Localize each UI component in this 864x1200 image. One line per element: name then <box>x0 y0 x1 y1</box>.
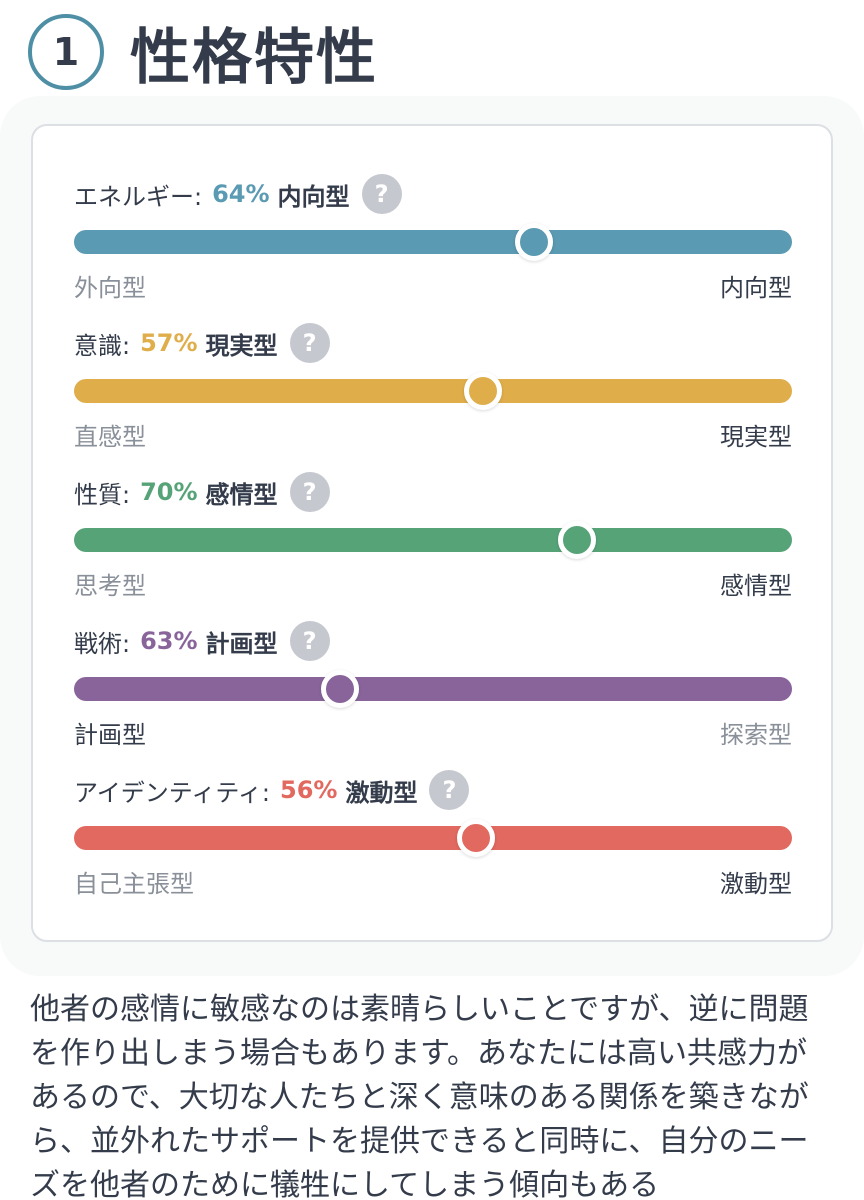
step-number-badge: 1 <box>28 14 104 90</box>
trait-bar <box>74 521 792 559</box>
trait-left-label: 思考型 <box>74 572 146 600</box>
trait-bar <box>74 670 792 708</box>
trait-right-label: 現実型 <box>720 423 792 451</box>
trait-percent: 63% <box>140 627 198 655</box>
trait-bar <box>74 819 792 857</box>
help-icon[interactable]: ? <box>361 174 402 214</box>
trait-type: 計画型 <box>205 629 278 658</box>
trait-name: エネルギー: <box>74 182 203 211</box>
trait-percent: 70% <box>140 478 198 506</box>
trait-header: 戦術: 63% 計画型 ? <box>74 617 330 665</box>
trait-identity: アイデンティティ: 56% 激動型 ? 自己主張型 激動型 <box>74 766 792 906</box>
trait-type: 現実型 <box>205 331 278 360</box>
trait-header: アイデンティティ: 56% 激動型 ? <box>74 766 470 814</box>
trait-description: 他者の感情に敏感なのは素晴らしいことですが、逆に問題を作り出しまう場合もあります… <box>30 992 809 1200</box>
trait-slider-knob <box>464 372 503 410</box>
help-icon[interactable]: ? <box>289 621 330 661</box>
trait-name: 意識: <box>74 331 131 360</box>
section-title: 性格特性 <box>130 22 378 93</box>
trait-header: 性質: 70% 感情型 ? <box>74 468 330 516</box>
trait-type: 内向型 <box>277 182 350 211</box>
trait-energy: エネルギー: 64% 内向型 ? 外向型 内向型 <box>74 170 792 310</box>
trait-bar <box>74 372 792 410</box>
trait-slider-knob <box>557 521 596 559</box>
trait-mind: 意識: 57% 現実型 ? 直感型 現実型 <box>74 319 792 459</box>
trait-type: 感情型 <box>205 480 278 509</box>
trait-left-label: 計画型 <box>74 721 146 749</box>
trait-slider-knob <box>320 670 359 708</box>
trait-right-label: 激動型 <box>720 870 792 898</box>
trait-right-label: 内向型 <box>720 274 792 302</box>
trait-right-label: 探索型 <box>720 721 792 749</box>
trait-percent: 64% <box>212 180 270 208</box>
trait-nature: 性質: 70% 感情型 ? 思考型 感情型 <box>74 468 792 608</box>
trait-slider-knob <box>457 819 496 857</box>
trait-tactics: 戦術: 63% 計画型 ? 計画型 探索型 <box>74 617 792 757</box>
trait-bar <box>74 223 792 261</box>
help-icon[interactable]: ? <box>429 770 470 810</box>
trait-header: 意識: 57% 現実型 ? <box>74 319 330 367</box>
trait-slider-knob <box>514 223 553 261</box>
trait-header: エネルギー: 64% 内向型 ? <box>74 170 402 218</box>
trait-left-label: 直感型 <box>74 423 146 451</box>
help-icon[interactable]: ? <box>289 323 330 363</box>
traits-card: エネルギー: 64% 内向型 ? 外向型 内向型 意識: 57% 現実型 ? 直… <box>31 124 833 942</box>
trait-left-label: 自己主張型 <box>74 870 194 898</box>
trait-percent: 56% <box>280 776 338 804</box>
section-heading: 1 性格特性 <box>28 10 378 94</box>
trait-name: 戦術: <box>74 629 131 658</box>
trait-right-label: 感情型 <box>720 572 792 600</box>
help-icon[interactable]: ? <box>289 472 330 512</box>
trait-name: 性質: <box>74 480 131 509</box>
trait-type: 激動型 <box>345 778 418 807</box>
trait-left-label: 外向型 <box>74 274 146 302</box>
trait-percent: 57% <box>140 329 198 357</box>
trait-name: アイデンティティ: <box>74 778 271 807</box>
